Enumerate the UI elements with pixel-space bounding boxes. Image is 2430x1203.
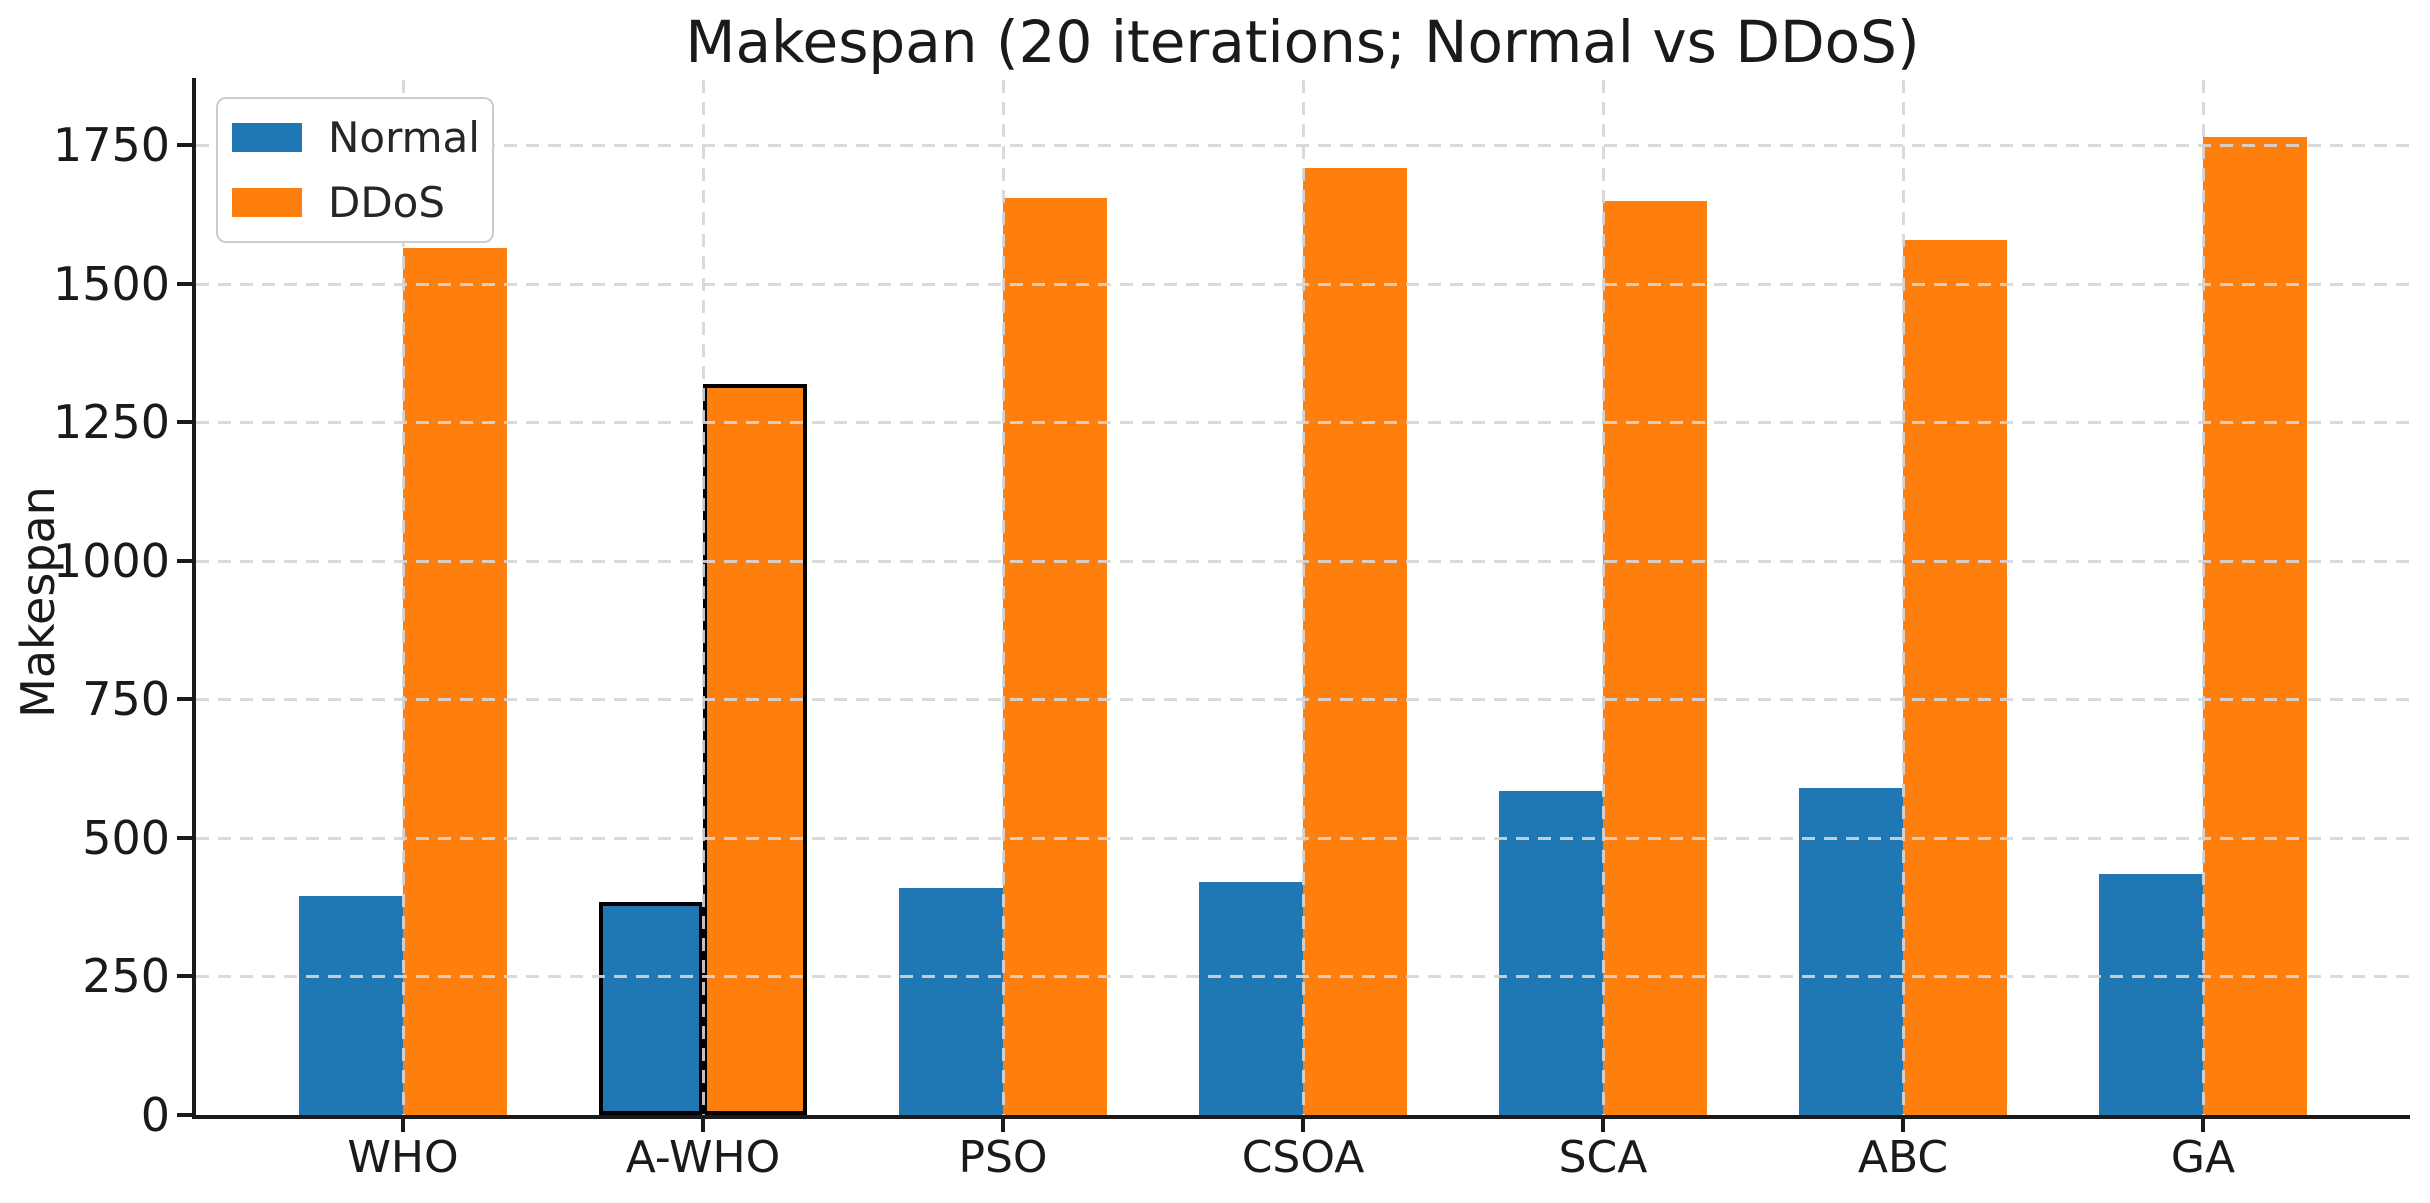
legend-swatch-ddos [232,188,302,217]
legend: Normal DDoS [216,97,494,243]
x-tick-label-pso: PSO [958,1132,1048,1183]
bar-who-ddos [403,247,507,1115]
legend-label-normal: Normal [328,113,480,162]
x-tick-label-who: WHO [347,1132,459,1183]
bar-sca-ddos [1603,200,1707,1115]
y-tick-label: 250 [82,949,170,1004]
bar-abc-ddos [1903,239,2007,1115]
v-gridline [1902,80,1905,1115]
v-gridline [1302,80,1305,1115]
x-tick-mark [1301,1119,1305,1132]
x-tick-label-csoa: CSOA [1241,1132,1365,1183]
x-tick-mark [2201,1119,2205,1132]
x-tick-label-ga: GA [2170,1132,2236,1183]
x-tick-label-abc: ABC [1857,1132,1949,1183]
y-tick-mark [177,1113,192,1117]
bar-a-who-ddos [703,383,807,1115]
x-axis-spine [192,1115,2410,1119]
legend-item-ddos: DDoS [232,178,474,227]
bar-ga-ddos [2203,137,2307,1115]
bar-abc-normal [1799,788,1903,1115]
y-tick-mark [177,835,192,840]
v-gridline [702,80,705,1115]
y-axis-spine [192,78,196,1119]
y-tick-mark [177,143,192,148]
bar-pso-ddos [1003,198,1107,1115]
y-tick-mark [177,281,192,286]
y-tick-mark [177,558,192,563]
y-tick-mark [177,697,192,702]
v-gridline [2202,80,2205,1115]
bar-pso-normal [899,887,1003,1115]
y-tick-label: 1750 [52,118,170,173]
x-tick-label-a-who: A-WHO [625,1132,781,1183]
bar-a-who-normal [599,901,703,1115]
x-tick-label-sca: SCA [1558,1132,1648,1183]
bar-csoa-ddos [1303,167,1407,1115]
x-tick-mark [1001,1119,1005,1132]
y-tick-label: 750 [82,672,170,727]
y-tick-label: 1500 [52,256,170,311]
legend-label-ddos: DDoS [328,178,446,227]
bar-ga-normal [2099,873,2203,1115]
x-tick-mark [701,1119,705,1132]
legend-swatch-normal [232,123,302,152]
v-gridline [1002,80,1005,1115]
x-tick-mark [1601,1119,1605,1132]
bar-sca-normal [1499,790,1603,1115]
y-tick-label: 1000 [52,533,170,588]
v-gridline [1602,80,1605,1115]
x-tick-mark [401,1119,405,1132]
y-tick-label: 0 [140,1088,170,1142]
bar-csoa-normal [1199,882,1303,1115]
y-tick-label: 1250 [52,395,170,450]
v-gridline [402,80,405,1115]
y-tick-mark [177,974,192,979]
bar-who-normal [299,896,403,1115]
legend-item-normal: Normal [232,113,480,162]
y-tick-label: 500 [82,810,170,865]
y-tick-mark [177,420,192,425]
chart-title: Makespan (20 iterations; Normal vs DDoS) [685,8,1920,76]
x-tick-mark [1901,1119,1905,1132]
